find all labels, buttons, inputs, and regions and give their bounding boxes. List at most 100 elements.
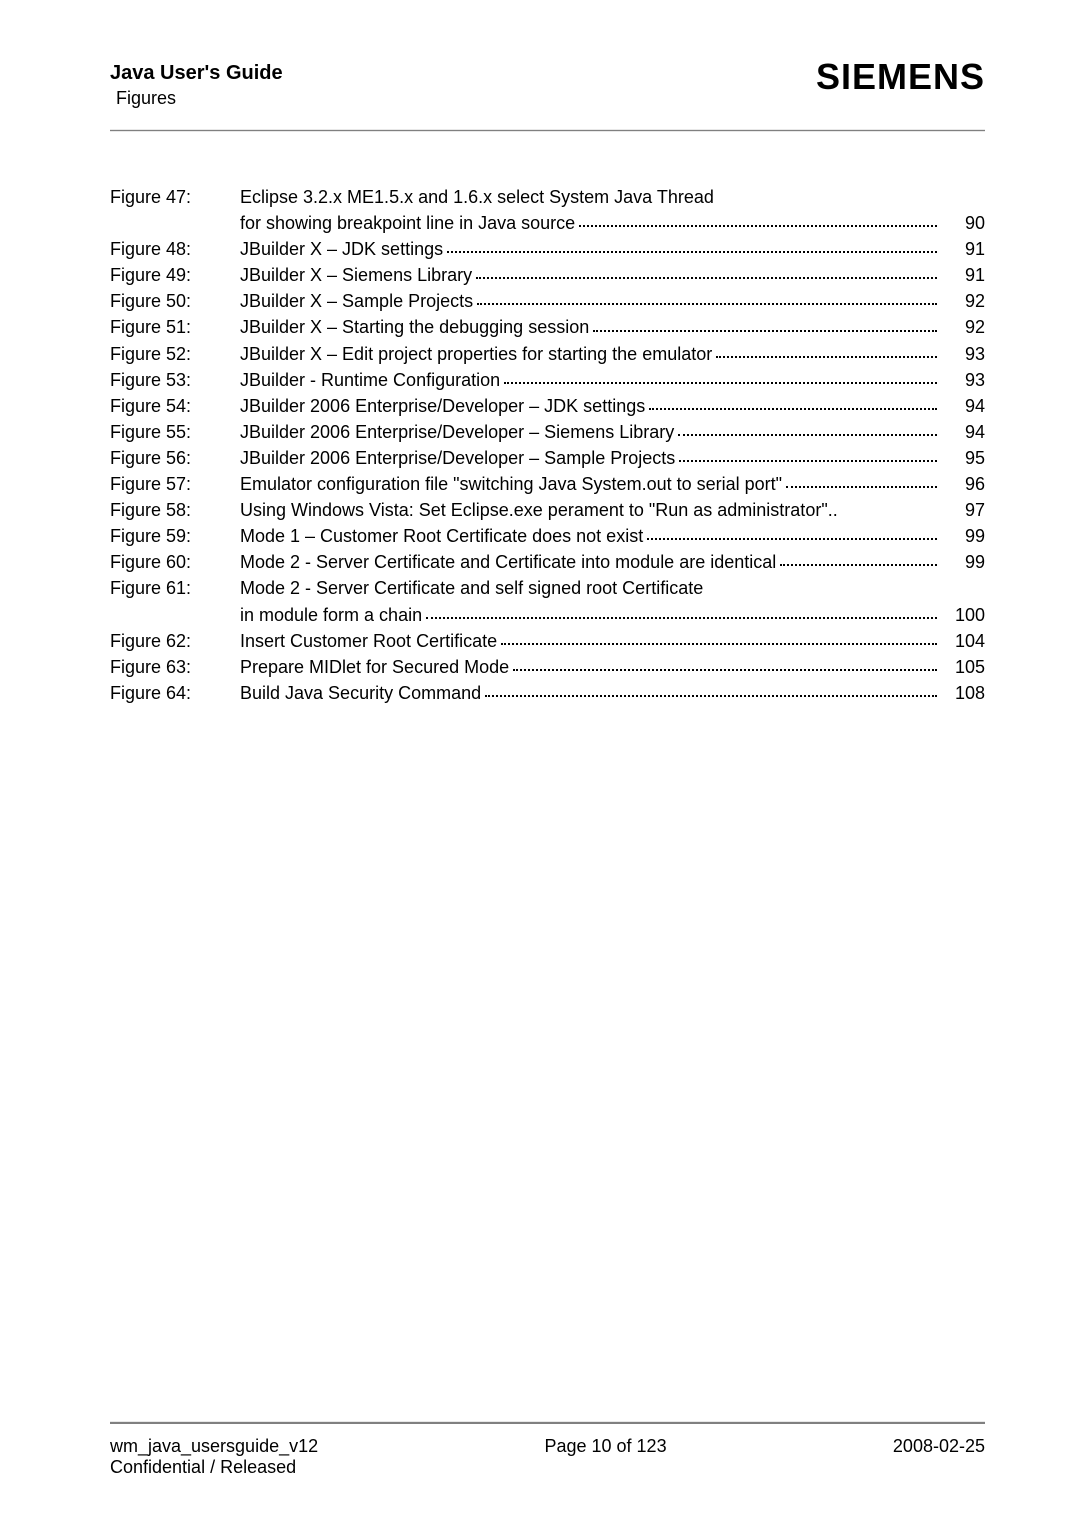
- leader-dots: [426, 617, 937, 619]
- leader-dots: [593, 330, 937, 332]
- figure-label: Figure 61:: [110, 575, 240, 601]
- figure-row: Figure 48:JBuilder X – JDK settings91: [110, 236, 985, 262]
- figure-row: Figure 55:JBuilder 2006 Enterprise/Devel…: [110, 419, 985, 445]
- figure-page: 104: [941, 628, 985, 654]
- figure-label: Figure 62:: [110, 628, 240, 654]
- figure-desc-cont: for showing breakpoint line in Java sour…: [240, 210, 575, 236]
- figure-label: Figure 55:: [110, 419, 240, 445]
- figure-desc-wrap: JBuilder X – Edit project properties for…: [240, 341, 941, 367]
- figure-desc-wrap: JBuilder 2006 Enterprise/Developer – Sie…: [240, 419, 941, 445]
- leader-dots: [501, 643, 937, 645]
- leader-dots: [716, 356, 937, 358]
- figure-label: Figure 51:: [110, 314, 240, 340]
- figure-desc: Insert Customer Root Certificate: [240, 628, 497, 654]
- figure-row: Figure 51:JBuilder X – Starting the debu…: [110, 314, 985, 340]
- figure-label: Figure 49:: [110, 262, 240, 288]
- leader-dots: [504, 382, 937, 384]
- leader-dots: [485, 695, 937, 697]
- leader-dots: [513, 669, 937, 671]
- figure-label: Figure 59:: [110, 523, 240, 549]
- figure-page: 105: [941, 654, 985, 680]
- figure-page: 97: [941, 497, 985, 523]
- leader-dots: [476, 277, 937, 279]
- figure-row: Figure 49:JBuilder X – Siemens Library91: [110, 262, 985, 288]
- figure-desc: JBuilder 2006 Enterprise/Developer – Sie…: [240, 419, 674, 445]
- figure-desc-wrap: Eclipse 3.2.x ME1.5.x and 1.6.x select S…: [240, 184, 985, 210]
- figure-desc: Mode 2 - Server Certificate and Certific…: [240, 549, 776, 575]
- footer-page-number: Page 10 of 123: [544, 1436, 666, 1478]
- figure-desc-wrap: JBuilder 2006 Enterprise/Developer – Sam…: [240, 445, 941, 471]
- figure-label: Figure 50:: [110, 288, 240, 314]
- figure-desc-wrap: Mode 1 – Customer Root Certificate does …: [240, 523, 941, 549]
- leader-dots: [477, 303, 937, 305]
- figure-desc: JBuilder X – Starting the debugging sess…: [240, 314, 589, 340]
- leader-dots: [447, 251, 937, 253]
- figure-desc-wrap: JBuilder - Runtime Configuration: [240, 367, 941, 393]
- figure-row: Figure 56:JBuilder 2006 Enterprise/Devel…: [110, 445, 985, 471]
- figure-desc-wrap: Emulator configuration file "switching J…: [240, 471, 941, 497]
- figure-row: Figure 53:JBuilder - Runtime Configurati…: [110, 367, 985, 393]
- leader-dots: [786, 486, 937, 488]
- figure-desc-wrap: JBuilder 2006 Enterprise/Developer – JDK…: [240, 393, 941, 419]
- figure-desc: JBuilder X – Sample Projects: [240, 288, 473, 314]
- doc-subtitle: Figures: [116, 88, 283, 109]
- figure-desc: Build Java Security Command: [240, 680, 481, 706]
- figure-label: Figure 53:: [110, 367, 240, 393]
- figure-desc-wrap: JBuilder X – Starting the debugging sess…: [240, 314, 941, 340]
- leader-dots: [647, 538, 937, 540]
- figure-row: Figure 47:Eclipse 3.2.x ME1.5.x and 1.6.…: [110, 184, 985, 210]
- figure-desc-wrap: Using Windows Vista: Set Eclipse.exe per…: [240, 497, 941, 523]
- figure-desc: JBuilder X – Edit project properties for…: [240, 341, 712, 367]
- leader-dots: [579, 225, 937, 227]
- figure-row: Figure 50:JBuilder X – Sample Projects92: [110, 288, 985, 314]
- footer: wm_java_usersguide_v12 Confidential / Re…: [110, 1436, 985, 1478]
- header-divider: [110, 129, 985, 132]
- figure-label: Figure 47:: [110, 184, 240, 210]
- figure-desc-wrap: JBuilder X – Sample Projects: [240, 288, 941, 314]
- figure-page: 99: [941, 549, 985, 575]
- figure-desc-wrap: Prepare MIDlet for Secured Mode: [240, 654, 941, 680]
- figure-label: Figure 63:: [110, 654, 240, 680]
- figure-desc-cont: in module form a chain: [240, 602, 422, 628]
- figure-page: 92: [941, 314, 985, 340]
- figure-desc-wrap: for showing breakpoint line in Java sour…: [240, 210, 941, 236]
- figure-desc-wrap: Mode 2 - Server Certificate and Certific…: [240, 549, 941, 575]
- figure-row: Figure 58:Using Windows Vista: Set Eclip…: [110, 497, 985, 523]
- figure-label: Figure 56:: [110, 445, 240, 471]
- footer-left: wm_java_usersguide_v12 Confidential / Re…: [110, 1436, 318, 1478]
- figure-label: Figure 60:: [110, 549, 240, 575]
- footer-date: 2008-02-25: [893, 1436, 985, 1478]
- figure-page: 96: [941, 471, 985, 497]
- figure-desc-wrap: in module form a chain: [240, 602, 941, 628]
- figure-row: Figure 57:Emulator configuration file "s…: [110, 471, 985, 497]
- figure-page: 94: [941, 419, 985, 445]
- figure-label: Figure 58:: [110, 497, 240, 523]
- figure-page: 108: [941, 680, 985, 706]
- figure-page: 94: [941, 393, 985, 419]
- figure-desc-wrap: Mode 2 - Server Certificate and self sig…: [240, 575, 985, 601]
- figure-desc-wrap: JBuilder X – JDK settings: [240, 236, 941, 262]
- footer-confidentiality: Confidential / Released: [110, 1457, 318, 1478]
- figure-label: Figure 52:: [110, 341, 240, 367]
- figure-desc-wrap: JBuilder X – Siemens Library: [240, 262, 941, 288]
- footer-divider: [110, 1421, 985, 1424]
- figure-row-cont: for showing breakpoint line in Java sour…: [110, 210, 985, 236]
- figure-page: 99: [941, 523, 985, 549]
- figure-page: 90: [941, 210, 985, 236]
- figure-desc: Eclipse 3.2.x ME1.5.x and 1.6.x select S…: [240, 184, 714, 210]
- figure-page: 93: [941, 341, 985, 367]
- doc-title: Java User's Guide: [110, 60, 283, 86]
- figure-label: Figure 64:: [110, 680, 240, 706]
- figure-row: Figure 63:Prepare MIDlet for Secured Mod…: [110, 654, 985, 680]
- figure-desc: Emulator configuration file "switching J…: [240, 471, 782, 497]
- leader-dots: [780, 564, 937, 566]
- figures-list: Figure 47:Eclipse 3.2.x ME1.5.x and 1.6.…: [110, 184, 985, 1421]
- figure-desc-wrap: Insert Customer Root Certificate: [240, 628, 941, 654]
- figure-row: Figure 61:Mode 2 - Server Certificate an…: [110, 575, 985, 601]
- figure-page: 95: [941, 445, 985, 471]
- leader-dots: [679, 460, 937, 462]
- figure-row: Figure 62:Insert Customer Root Certifica…: [110, 628, 985, 654]
- figure-page: 100: [941, 602, 985, 628]
- figure-row: Figure 52:JBuilder X – Edit project prop…: [110, 341, 985, 367]
- figure-page: 91: [941, 236, 985, 262]
